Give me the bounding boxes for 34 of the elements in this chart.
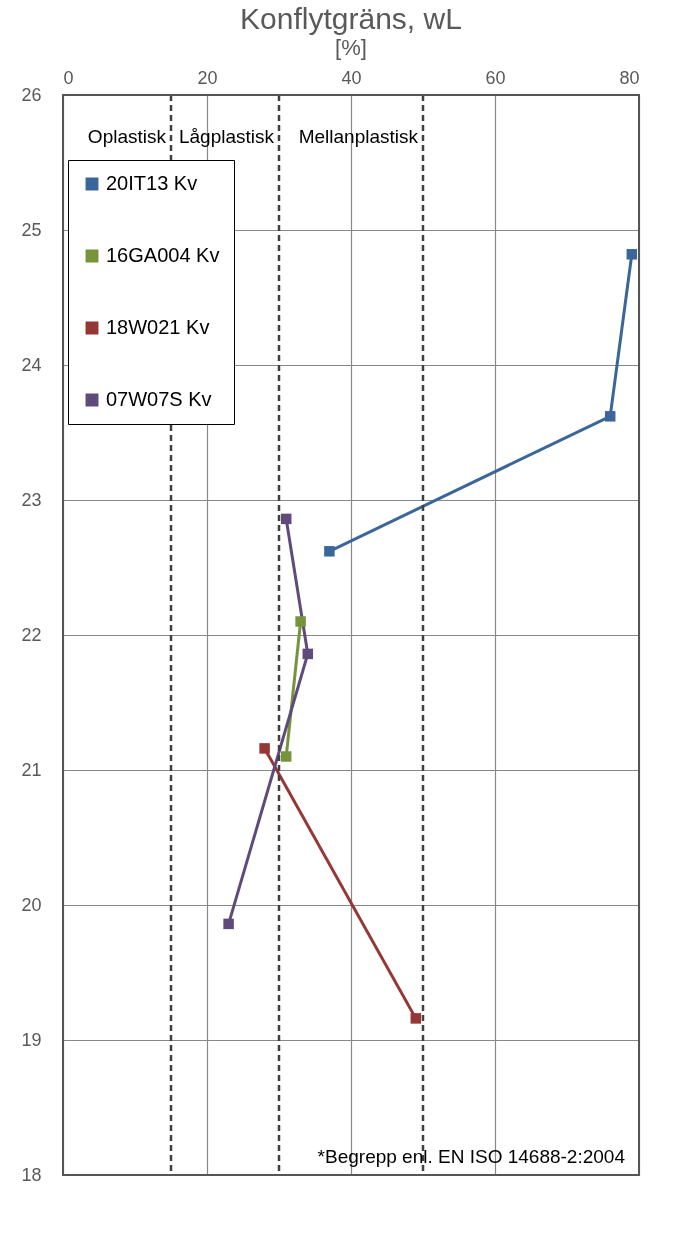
y-tick-label: 24 xyxy=(21,354,42,375)
legend-label: 20IT13 Kv xyxy=(106,172,198,194)
y-tick-label: 23 xyxy=(21,489,42,510)
point xyxy=(302,648,314,660)
point xyxy=(410,1013,422,1024)
y-tick-label: 26 xyxy=(21,84,42,105)
y-tick-label: 18 xyxy=(21,1164,42,1185)
ref-line-label: Oplastisk xyxy=(87,126,167,147)
y-tick-label: 21 xyxy=(21,759,42,780)
legend-label: 16GA004 Kv xyxy=(106,244,220,266)
point xyxy=(324,546,335,557)
point xyxy=(604,411,616,422)
y-tick-label: 25 xyxy=(21,219,42,240)
point xyxy=(280,751,292,762)
x-tick-label: 40 xyxy=(341,67,362,88)
x-tick-label: 20 xyxy=(197,67,218,88)
chart-title: Konflytgräns, wL xyxy=(240,2,462,35)
y-tick-label: 19 xyxy=(21,1029,42,1050)
x-tick-label: 60 xyxy=(485,67,506,88)
point xyxy=(280,513,292,525)
legend-label: 18W021 Kv xyxy=(106,316,210,338)
legend-label: 07W07S Kv xyxy=(106,388,212,410)
y-tick-label: 20 xyxy=(21,894,42,915)
annotation: *Begrepp enl. EN ISO 14688-2:2004 xyxy=(317,1146,626,1167)
y-tick-label: 22 xyxy=(21,624,42,645)
x-tick-label: 0 xyxy=(63,67,74,88)
x-tick-label: 80 xyxy=(619,67,640,88)
chart-subtitle: [%] xyxy=(335,35,367,60)
point xyxy=(626,249,638,260)
ref-line-label: Lågplastisk xyxy=(178,126,275,147)
point xyxy=(295,616,306,627)
point xyxy=(259,743,270,754)
point xyxy=(223,918,234,930)
ref-line-label: Mellanplastisk xyxy=(298,126,419,147)
